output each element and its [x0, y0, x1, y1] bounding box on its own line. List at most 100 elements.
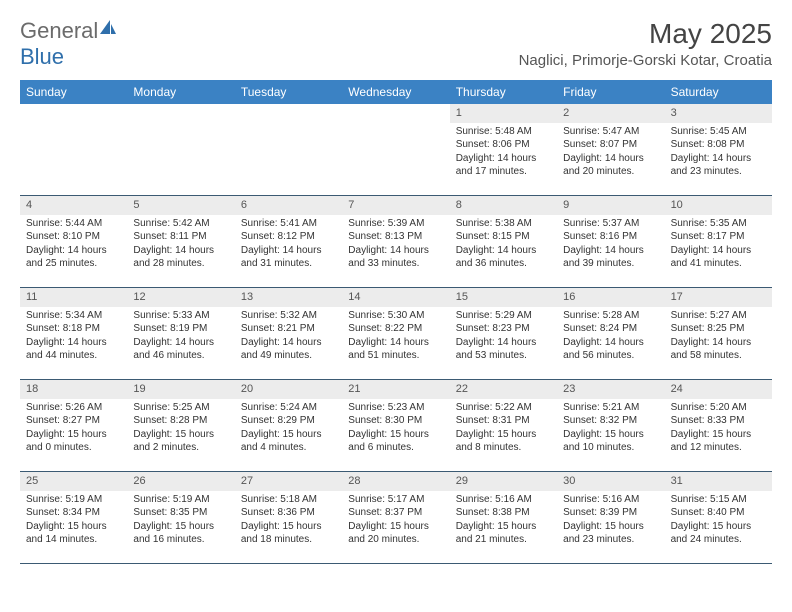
- logo-text-gray: General: [20, 18, 98, 43]
- logo-sail-icon: [98, 18, 118, 38]
- daylight-text: Daylight: 15 hours and 14 minutes.: [26, 520, 121, 547]
- calendar-cell: 26Sunrise: 5:19 AMSunset: 8:35 PMDayligh…: [127, 472, 234, 564]
- day-number: 1: [450, 104, 557, 123]
- sunrise-text: Sunrise: 5:20 AM: [671, 401, 766, 415]
- sunrise-text: Sunrise: 5:48 AM: [456, 125, 551, 139]
- day-info: Sunrise: 5:17 AMSunset: 8:37 PMDaylight:…: [342, 493, 449, 551]
- sunset-text: Sunset: 8:21 PM: [241, 322, 336, 336]
- weekday-header: Sunday: [20, 80, 127, 104]
- day-number: 16: [557, 288, 664, 307]
- sunrise-text: Sunrise: 5:32 AM: [241, 309, 336, 323]
- sunrise-text: Sunrise: 5:44 AM: [26, 217, 121, 231]
- day-info: Sunrise: 5:41 AMSunset: 8:12 PMDaylight:…: [235, 217, 342, 275]
- day-number: 22: [450, 380, 557, 399]
- sunrise-text: Sunrise: 5:27 AM: [671, 309, 766, 323]
- sunset-text: Sunset: 8:35 PM: [133, 506, 228, 520]
- day-number: 18: [20, 380, 127, 399]
- sunrise-text: Sunrise: 5:34 AM: [26, 309, 121, 323]
- day-number: 31: [665, 472, 772, 491]
- day-number: 28: [342, 472, 449, 491]
- day-info: Sunrise: 5:25 AMSunset: 8:28 PMDaylight:…: [127, 401, 234, 459]
- sunset-text: Sunset: 8:40 PM: [671, 506, 766, 520]
- calendar-cell: 16 Sunrise: 5:28 AMSunset: 8:24 PMDayligh…: [557, 288, 664, 380]
- sunrise-text: Sunrise: 5:24 AM: [241, 401, 336, 415]
- daylight-text: Daylight: 15 hours and 21 minutes.: [456, 520, 551, 547]
- day-info: Sunrise: 5:48 AMSunset: 8:06 PMDaylight:…: [450, 125, 557, 183]
- daylight-text: Daylight: 15 hours and 10 minutes.: [563, 428, 658, 455]
- sunrise-text: Sunrise: 5:18 AM: [241, 493, 336, 507]
- calendar-cell: 20Sunrise: 5:24 AMSunset: 8:29 PMDayligh…: [235, 380, 342, 472]
- calendar-cell: 9Sunrise: 5:37 AMSunset: 8:16 PMDaylight…: [557, 196, 664, 288]
- location: Naglici, Primorje-Gorski Kotar, Croatia: [519, 52, 772, 69]
- day-info: Sunrise: 5:28 AMSunset: 8:24 PMDaylight:…: [557, 309, 664, 367]
- day-info: Sunrise: 5:22 AMSunset: 8:31 PMDaylight:…: [450, 401, 557, 459]
- logo-text: GeneralBlue: [20, 18, 118, 70]
- day-number: 21: [342, 380, 449, 399]
- day-info: Sunrise: 5:44 AMSunset: 8:10 PMDaylight:…: [20, 217, 127, 275]
- sunset-text: Sunset: 8:32 PM: [563, 414, 658, 428]
- day-number: 3: [665, 104, 772, 123]
- calendar-cell: 10Sunrise: 5:35 AMSunset: 8:17 PMDayligh…: [665, 196, 772, 288]
- sunrise-text: Sunrise: 5:26 AM: [26, 401, 121, 415]
- sunrise-text: Sunrise: 5:23 AM: [348, 401, 443, 415]
- calendar-cell: 22 Sunrise: 5:22 AMSunset: 8:31 PMDayligh…: [450, 380, 557, 472]
- day-number: 5: [127, 196, 234, 215]
- day-number: 30: [557, 472, 664, 491]
- month-title: May 2025: [519, 18, 772, 50]
- calendar-cell: 19 Sunrise: 5:25 AMSunset: 8:28 PMDayligh…: [127, 380, 234, 472]
- day-number: 19: [127, 380, 234, 399]
- calendar-cell: 5Sunrise: 5:42 AMSunset: 8:11 PMDaylight…: [127, 196, 234, 288]
- sunrise-text: Sunrise: 5:19 AM: [133, 493, 228, 507]
- calendar-cell: 2Sunrise: 5:47 AMSunset: 8:07 PMDaylight…: [557, 104, 664, 196]
- day-info: Sunrise: 5:30 AMSunset: 8:22 PMDaylight:…: [342, 309, 449, 367]
- sunset-text: Sunset: 8:16 PM: [563, 230, 658, 244]
- day-info: Sunrise: 5:39 AMSunset: 8:13 PMDaylight:…: [342, 217, 449, 275]
- day-info: Sunrise: 5:38 AMSunset: 8:15 PMDaylight:…: [450, 217, 557, 275]
- sunrise-text: Sunrise: 5:19 AM: [26, 493, 121, 507]
- calendar-cell: 27Sunrise: 5:18 AMSunset: 8:36 PMDayligh…: [235, 472, 342, 564]
- sunset-text: Sunset: 8:29 PM: [241, 414, 336, 428]
- header: GeneralBlue May 2025 Naglici, Primorje-G…: [20, 18, 772, 70]
- daylight-text: Daylight: 14 hours and 41 minutes.: [671, 244, 766, 271]
- day-number: 4: [20, 196, 127, 215]
- calendar-cell: 3Sunrise: 5:45 AMSunset: 8:08 PMDaylight…: [665, 104, 772, 196]
- day-info: Sunrise: 5:19 AMSunset: 8:34 PMDaylight:…: [20, 493, 127, 551]
- sunset-text: Sunset: 8:39 PM: [563, 506, 658, 520]
- sunrise-text: Sunrise: 5:28 AM: [563, 309, 658, 323]
- calendar-cell: 1 Sunrise: 5:48 AMSunset: 8:06 PMDaylight…: [450, 104, 557, 196]
- sunrise-text: Sunrise: 5:17 AM: [348, 493, 443, 507]
- day-info: Sunrise: 5:33 AMSunset: 8:19 PMDaylight:…: [127, 309, 234, 367]
- calendar-cell: 24Sunrise: 5:20 AMSunset: 8:33 PMDayligh…: [665, 380, 772, 472]
- calendar-cell: 13Sunrise: 5:32 AMSunset: 8:21 PMDayligh…: [235, 288, 342, 380]
- sunset-text: Sunset: 8:10 PM: [26, 230, 121, 244]
- calendar-cell: 23Sunrise: 5:21 AMSunset: 8:32 PMDayligh…: [557, 380, 664, 472]
- weekday-header-row: SundayMondayTuesdayWednesdayThursdayFrid…: [20, 80, 772, 104]
- calendar-cell: 6Sunrise: 5:41 AMSunset: 8:12 PMDaylight…: [235, 196, 342, 288]
- sunset-text: Sunset: 8:36 PM: [241, 506, 336, 520]
- calendar-cell: 14Sunrise: 5:30 AMSunset: 8:22 PMDayligh…: [342, 288, 449, 380]
- day-info: Sunrise: 5:15 AMSunset: 8:40 PMDaylight:…: [665, 493, 772, 551]
- daylight-text: Daylight: 15 hours and 23 minutes.: [563, 520, 658, 547]
- day-info: Sunrise: 5:37 AMSunset: 8:16 PMDaylight:…: [557, 217, 664, 275]
- sunset-text: Sunset: 8:28 PM: [133, 414, 228, 428]
- daylight-text: Daylight: 14 hours and 33 minutes.: [348, 244, 443, 271]
- calendar-cell: 30Sunrise: 5:16 AMSunset: 8:39 PMDayligh…: [557, 472, 664, 564]
- day-number: 27: [235, 472, 342, 491]
- day-info: Sunrise: 5:20 AMSunset: 8:33 PMDaylight:…: [665, 401, 772, 459]
- sunset-text: Sunset: 8:12 PM: [241, 230, 336, 244]
- daylight-text: Daylight: 15 hours and 8 minutes.: [456, 428, 551, 455]
- weekday-header: Saturday: [665, 80, 772, 104]
- day-number: 8: [450, 196, 557, 215]
- weekday-header: Wednesday: [342, 80, 449, 104]
- weekday-header: Thursday: [450, 80, 557, 104]
- daylight-text: Daylight: 14 hours and 58 minutes.: [671, 336, 766, 363]
- calendar-cell: .: [20, 104, 127, 196]
- sunrise-text: Sunrise: 5:39 AM: [348, 217, 443, 231]
- day-info: Sunrise: 5:34 AMSunset: 8:18 PMDaylight:…: [20, 309, 127, 367]
- day-number: 10: [665, 196, 772, 215]
- sunset-text: Sunset: 8:23 PM: [456, 322, 551, 336]
- sunset-text: Sunset: 8:06 PM: [456, 138, 551, 152]
- sunset-text: Sunset: 8:15 PM: [456, 230, 551, 244]
- weekday-header: Friday: [557, 80, 664, 104]
- sunrise-text: Sunrise: 5:37 AM: [563, 217, 658, 231]
